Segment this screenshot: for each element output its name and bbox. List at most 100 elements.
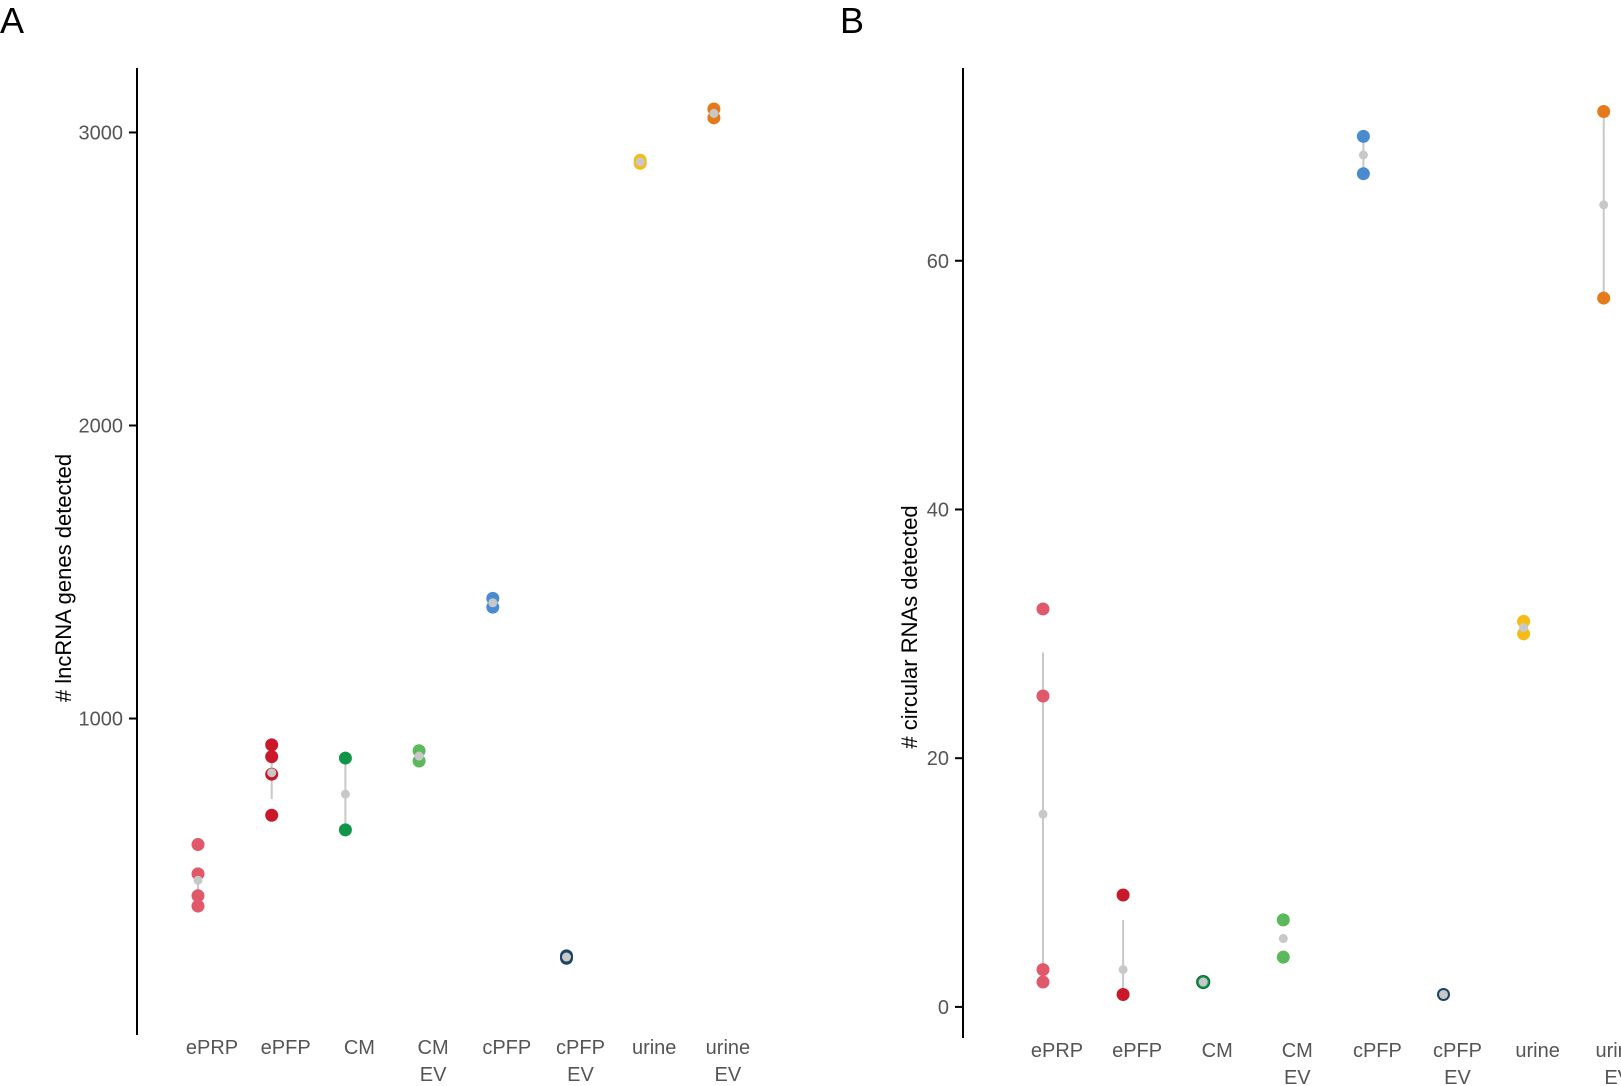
category-group	[486, 591, 500, 614]
summary-point	[562, 952, 571, 962]
summary-point	[488, 598, 498, 608]
category-group	[191, 838, 205, 913]
category-label-line: cPFP	[1433, 1040, 1482, 1062]
category-label-line: urine	[1515, 1040, 1559, 1062]
summary-point	[1439, 989, 1448, 999]
panel-b-label: B	[840, 0, 864, 41]
panel-a-ticks: 1000 2000 3000	[79, 122, 137, 731]
category-label-line: urine	[1595, 1040, 1621, 1062]
category-label: cPFP	[1353, 1040, 1402, 1062]
data-point	[1597, 291, 1611, 305]
category-label: urine EV	[706, 1037, 750, 1086]
data-point	[191, 899, 205, 913]
category-group	[338, 751, 352, 837]
category-label-line: EV	[715, 1064, 742, 1086]
data-point	[1036, 963, 1050, 977]
summary-point	[1118, 965, 1128, 975]
category-group	[1116, 888, 1130, 1001]
category-group	[412, 744, 426, 768]
category-label-line: ePFP	[1112, 1040, 1162, 1062]
category-group	[560, 949, 573, 965]
category-label: cPFP	[482, 1037, 531, 1059]
category-group	[265, 738, 279, 822]
category-label-line: cPFP	[1353, 1040, 1402, 1062]
category-label: urine EV	[1595, 1040, 1621, 1086]
panel-a-categories: ePRP ePFP CM CM EV cPFP cPFP EV urine urine EV	[186, 1037, 750, 1086]
category-label-line: CM	[344, 1037, 375, 1059]
category-label: ePRP	[186, 1037, 238, 1059]
category-group	[1196, 974, 1211, 990]
category-label: ePFP	[1112, 1040, 1162, 1062]
category-label: urine	[1515, 1040, 1559, 1062]
panel-b-ticks: 0 20 40 60	[927, 251, 963, 1019]
panel-b-marks	[1036, 105, 1611, 1001]
category-label: ePRP	[1031, 1040, 1083, 1062]
data-point	[191, 838, 205, 852]
category-label-line: CM	[418, 1037, 449, 1059]
data-point	[1597, 105, 1611, 119]
data-point	[191, 889, 205, 903]
summary-point	[193, 875, 203, 885]
y-tick-label: 60	[927, 251, 949, 273]
summary-point	[1358, 150, 1368, 160]
panel-b-y-label: # circular RNAs detected	[897, 505, 922, 748]
summary-point	[1198, 977, 1208, 987]
summary-point	[635, 157, 645, 167]
data-point	[1276, 950, 1290, 964]
category-label: cPFP EV	[1433, 1040, 1482, 1086]
category-label-line: ePRP	[186, 1037, 238, 1059]
category-label-line: urine	[632, 1037, 676, 1059]
panel-a-y-label: # lncRNA genes detected	[51, 454, 76, 702]
category-label-line: ePFP	[261, 1037, 311, 1059]
panel-b-categories: ePRP ePFP CM CM EV cPFP cPFP EV urine urine EV	[1031, 1040, 1621, 1086]
y-tick-label: 20	[927, 748, 949, 770]
summary-point	[1278, 934, 1288, 944]
category-group	[1276, 913, 1290, 964]
summary-point	[414, 751, 424, 761]
data-point	[1116, 987, 1130, 1001]
category-label: cPFP EV	[556, 1037, 605, 1086]
data-point	[338, 823, 352, 837]
category-label-line: CM	[1282, 1040, 1313, 1062]
data-point	[1036, 975, 1050, 989]
data-point	[1356, 167, 1370, 181]
category-label-line: EV	[1284, 1067, 1311, 1086]
summary-point	[1519, 623, 1529, 633]
category-label: CM EV	[418, 1037, 449, 1086]
summary-point	[1038, 809, 1048, 819]
category-group	[1036, 602, 1050, 989]
category-label: urine	[632, 1037, 676, 1059]
data-point	[265, 808, 279, 822]
category-label-line: cPFP	[482, 1037, 531, 1059]
data-point	[191, 867, 205, 881]
summary-point	[340, 789, 350, 799]
data-point	[1276, 913, 1290, 927]
category-group	[633, 153, 647, 170]
category-label: CM	[1202, 1040, 1233, 1062]
y-tick-label: 40	[927, 499, 949, 521]
category-label-line: ePRP	[1031, 1040, 1083, 1062]
panel-a-label: A	[0, 0, 24, 41]
y-tick-label: 2000	[79, 415, 124, 437]
category-label-line: EV	[567, 1064, 594, 1086]
category-label: ePFP	[261, 1037, 311, 1059]
category-group	[1356, 129, 1370, 181]
category-group	[1437, 987, 1450, 1001]
y-tick-label: 3000	[79, 122, 124, 144]
category-label-line: CM	[1202, 1040, 1233, 1062]
category-label-line: EV	[1604, 1067, 1621, 1086]
data-point	[338, 751, 352, 765]
y-tick-label: 0	[938, 997, 949, 1019]
category-group	[1517, 614, 1531, 641]
data-point	[1116, 888, 1130, 902]
category-label: CM	[344, 1037, 375, 1059]
data-point	[1036, 602, 1050, 616]
category-group	[707, 102, 721, 125]
summary-point	[709, 108, 719, 118]
summary-point	[267, 768, 277, 778]
category-label: CM EV	[1282, 1040, 1313, 1086]
data-point	[1036, 689, 1050, 703]
summary-point	[1599, 200, 1609, 210]
